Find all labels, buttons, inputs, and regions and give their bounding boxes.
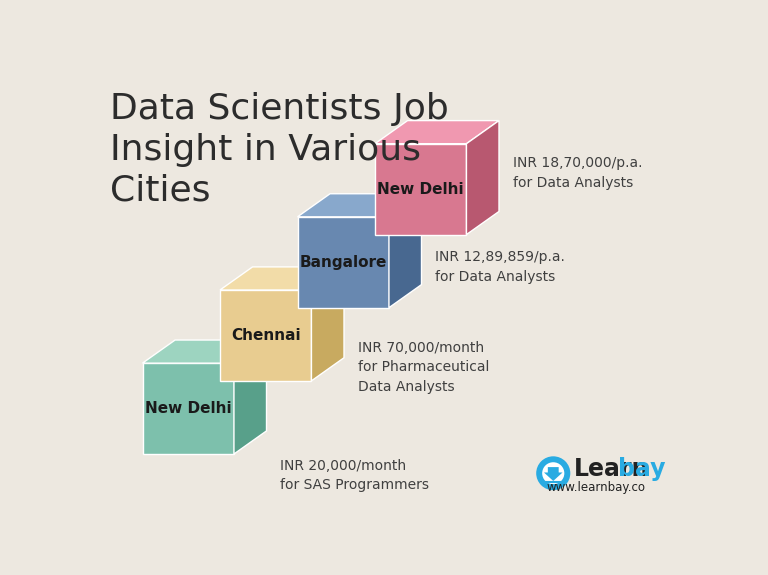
Polygon shape (143, 363, 234, 454)
Polygon shape (220, 290, 312, 381)
Text: INR 20,000/month
for SAS Programmers: INR 20,000/month for SAS Programmers (280, 459, 429, 492)
Text: New Delhi: New Delhi (377, 182, 464, 197)
Text: bay: bay (618, 457, 666, 481)
Polygon shape (466, 121, 499, 235)
Text: Data Scientists Job
Insight in Various
Cities: Data Scientists Job Insight in Various C… (110, 92, 449, 208)
Text: www.learnbay.co: www.learnbay.co (546, 481, 645, 493)
Polygon shape (143, 340, 266, 363)
Polygon shape (389, 194, 422, 308)
Circle shape (536, 457, 571, 490)
Polygon shape (297, 217, 389, 308)
Polygon shape (312, 267, 344, 381)
Polygon shape (297, 194, 422, 217)
Circle shape (542, 462, 564, 484)
Polygon shape (375, 121, 499, 144)
Polygon shape (220, 267, 344, 290)
Polygon shape (234, 340, 266, 454)
Text: Bangalore: Bangalore (300, 255, 387, 270)
Text: New Delhi: New Delhi (145, 401, 231, 416)
Text: INR 18,70,000/p.a.
for Data Analysts: INR 18,70,000/p.a. for Data Analysts (513, 156, 643, 190)
Polygon shape (544, 467, 562, 481)
Text: Learn: Learn (574, 457, 650, 481)
Text: INR 12,89,859/p.a.
for Data Analysts: INR 12,89,859/p.a. for Data Analysts (435, 250, 565, 283)
Polygon shape (375, 144, 466, 235)
Text: Chennai: Chennai (231, 328, 300, 343)
Text: INR 70,000/month
for Pharmaceutical
Data Analysts: INR 70,000/month for Pharmaceutical Data… (358, 341, 489, 394)
